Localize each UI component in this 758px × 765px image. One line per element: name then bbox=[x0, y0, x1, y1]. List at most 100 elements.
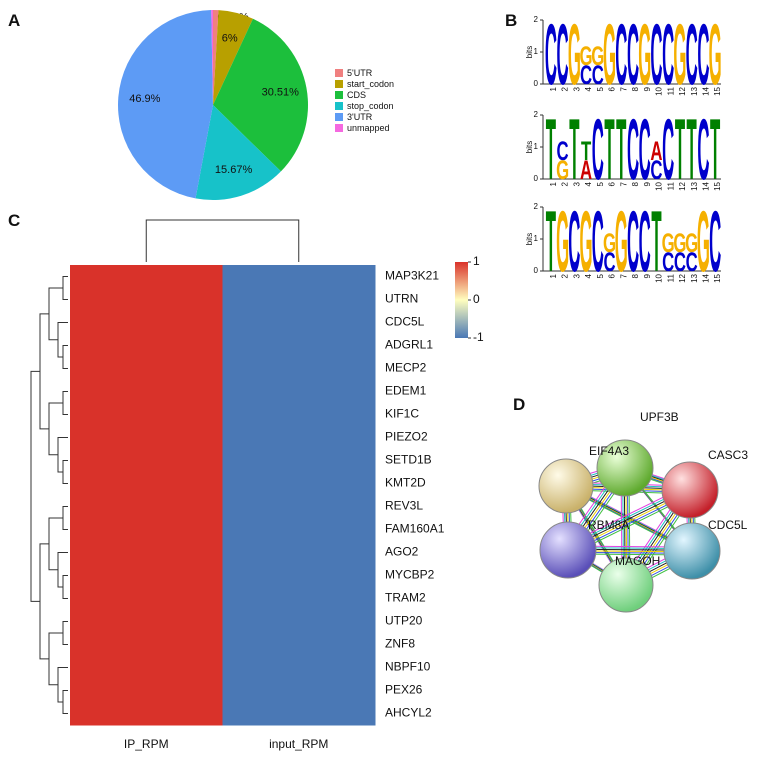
logo-letter: C bbox=[615, 8, 627, 104]
node-label: CASC3 bbox=[708, 448, 748, 462]
logo-letter: A bbox=[650, 136, 662, 166]
logo-tick-label: 0 bbox=[534, 79, 539, 88]
heat-cell bbox=[70, 288, 223, 312]
row-label: NBPF10 bbox=[385, 660, 431, 674]
panel-label: B bbox=[505, 11, 517, 30]
heat-cell bbox=[222, 656, 376, 680]
heat-cell bbox=[70, 403, 223, 427]
row-label: KMT2D bbox=[385, 476, 426, 490]
logo-letter: C bbox=[709, 195, 721, 291]
heat-cell bbox=[222, 472, 376, 496]
heat-cell bbox=[70, 495, 223, 519]
pie-slice bbox=[213, 10, 253, 106]
heat-cell bbox=[222, 633, 376, 657]
row-label: TRAM2 bbox=[385, 591, 426, 605]
logo-position: 8 bbox=[631, 86, 640, 91]
heat-cell bbox=[70, 541, 223, 565]
logo-letter: T bbox=[687, 103, 697, 199]
logo-letter: C bbox=[545, 8, 557, 104]
legend-swatch bbox=[335, 102, 343, 110]
heat-cell bbox=[70, 357, 223, 381]
panel-label: A bbox=[8, 11, 20, 30]
row-label: PIEZO2 bbox=[385, 430, 428, 444]
logo-letter: G bbox=[556, 195, 569, 291]
logo-position: 12 bbox=[678, 86, 687, 95]
logo-position: 1 bbox=[549, 86, 558, 91]
heat-cell bbox=[70, 656, 223, 680]
node bbox=[661, 461, 719, 519]
row-label: FAM160A1 bbox=[385, 522, 445, 536]
logo-position: 1 bbox=[549, 273, 558, 278]
logo-letter: T bbox=[710, 103, 720, 199]
heat-cell bbox=[222, 311, 376, 335]
logo-tick-label: 0 bbox=[534, 174, 539, 183]
logo-position: 15 bbox=[713, 273, 722, 282]
pie-slice bbox=[118, 10, 213, 199]
logo-letter: G bbox=[556, 155, 569, 185]
row-dendrogram bbox=[30, 276, 68, 714]
logo-position: 14 bbox=[702, 273, 711, 282]
logo-position: 7 bbox=[619, 273, 628, 278]
logo-tick-label: 2 bbox=[534, 110, 539, 119]
logo-position: 13 bbox=[690, 86, 699, 95]
logo-axis-label: bits bbox=[525, 141, 534, 153]
logo-position: 15 bbox=[713, 86, 722, 95]
logo-position: 11 bbox=[666, 273, 675, 282]
node-label: RBM8A bbox=[588, 518, 629, 532]
logo-position: 1 bbox=[549, 181, 558, 186]
logo-letter: C bbox=[650, 155, 662, 185]
logo-letter: T bbox=[569, 103, 579, 199]
logo-letter: G bbox=[673, 8, 686, 104]
logo-position: 3 bbox=[572, 181, 581, 186]
heat-cell bbox=[222, 265, 376, 289]
heat-cell bbox=[70, 449, 223, 473]
network-nodes bbox=[538, 439, 721, 613]
logo-letter: C bbox=[639, 195, 651, 291]
logo-position: 10 bbox=[655, 181, 664, 190]
pie-slice bbox=[195, 105, 281, 200]
logo-position: 15 bbox=[713, 181, 722, 190]
colorbar-label: 1 bbox=[473, 254, 480, 268]
node bbox=[538, 458, 594, 514]
logo-position: 2 bbox=[561, 273, 570, 278]
row-label: AHCYL2 bbox=[385, 706, 432, 720]
logo-letter: T bbox=[651, 195, 661, 291]
logo-letter: C bbox=[580, 60, 592, 90]
logo-letter: T bbox=[604, 103, 614, 199]
logo-letter: G bbox=[638, 8, 651, 104]
heat-cell bbox=[222, 334, 376, 358]
node-label: MAGOH bbox=[615, 554, 660, 568]
row-label: CDC5L bbox=[385, 315, 425, 329]
logo-letter: C bbox=[592, 195, 604, 291]
logo-tick-label: 1 bbox=[534, 234, 539, 243]
logo-position: 14 bbox=[702, 86, 711, 95]
logo-letter: C bbox=[627, 195, 639, 291]
logo-letter: C bbox=[686, 247, 698, 277]
heat-cell bbox=[222, 587, 376, 611]
logo-position: 8 bbox=[631, 273, 640, 278]
logo-position: 11 bbox=[666, 181, 675, 190]
logo-letter: C bbox=[697, 8, 709, 104]
heat-cell bbox=[70, 633, 223, 657]
logo-letter: T bbox=[675, 103, 685, 199]
logo-position: 4 bbox=[584, 181, 593, 186]
slice-label: 15.67% bbox=[215, 164, 253, 176]
logo-letter: C bbox=[697, 103, 709, 199]
legend-swatch bbox=[335, 69, 343, 77]
logo-position: 6 bbox=[608, 86, 617, 91]
node bbox=[596, 439, 654, 497]
logo-position: 9 bbox=[643, 86, 652, 91]
heat-cell bbox=[222, 564, 376, 588]
column-dendrogram bbox=[145, 219, 300, 262]
logo-letter: G bbox=[673, 228, 686, 258]
row-label: ZNF8 bbox=[385, 637, 415, 651]
heat-cell bbox=[222, 541, 376, 565]
logo-letter: C bbox=[662, 247, 674, 277]
logo-letter: G bbox=[568, 8, 581, 104]
logo-letter: G bbox=[685, 228, 698, 258]
logo-position: 4 bbox=[584, 273, 593, 278]
heat-cell bbox=[222, 495, 376, 519]
logo-position: 11 bbox=[666, 86, 675, 95]
logo-position: 8 bbox=[631, 181, 640, 186]
